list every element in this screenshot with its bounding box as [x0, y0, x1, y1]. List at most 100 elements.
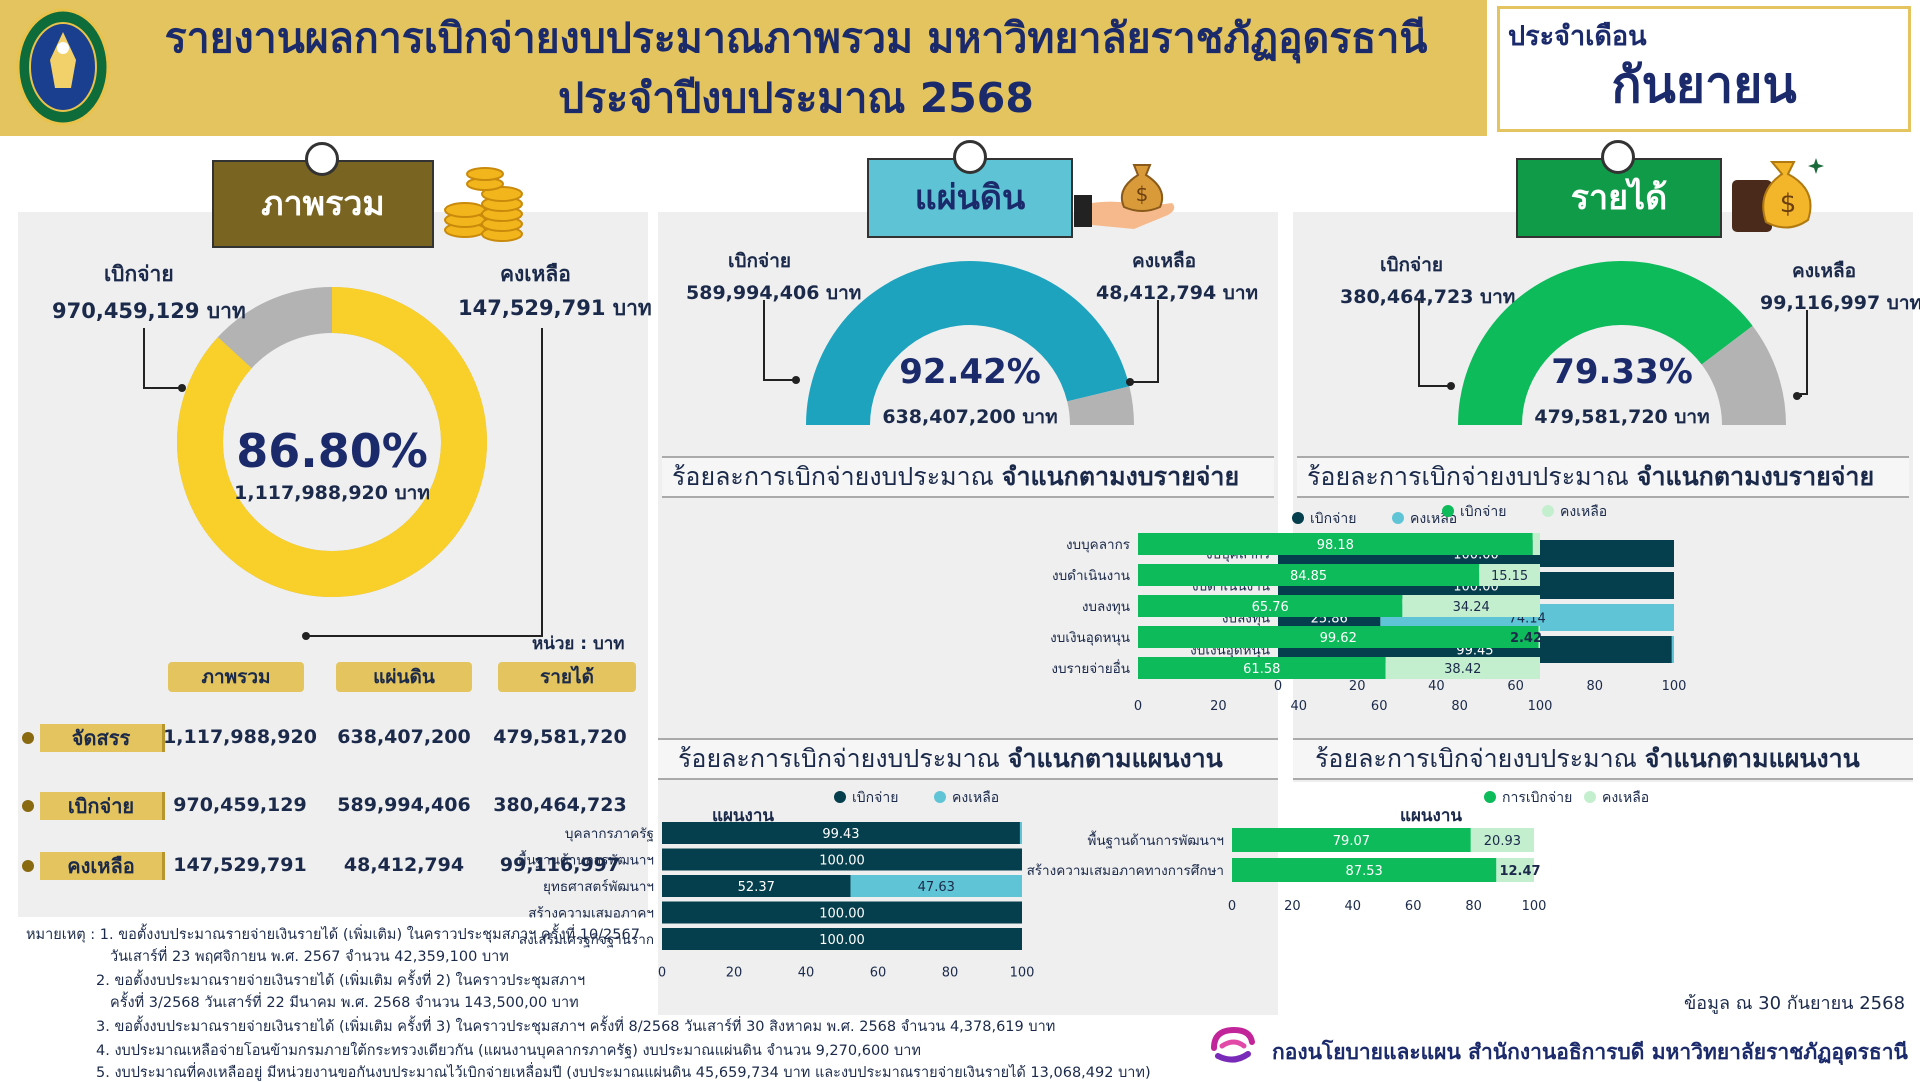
- land-total: 638,407,200 บาท: [882, 406, 1058, 428]
- land-spent-value: 589,994,406 บาท: [686, 282, 862, 304]
- income-gauge-spent-arc: [1458, 261, 1753, 425]
- row-tag-spent: เบิกจ่าย: [40, 792, 165, 820]
- university-logo: [16, 8, 110, 126]
- col-tag-income: รายได้: [498, 662, 636, 692]
- income-plan-tick-label: 20: [1284, 899, 1301, 914]
- report-subtitle: ประจำปีงบประมาณ 2568: [558, 74, 1034, 122]
- row-dot-alloc: [22, 732, 34, 744]
- spent-income: 380,464,723: [493, 794, 627, 816]
- remain-land: 48,412,794: [343, 854, 465, 876]
- income-plan-data-label: 20.93: [1484, 834, 1521, 849]
- income-total: 479,581,720 บาท: [1534, 406, 1710, 428]
- overall-remain-label: คงเหลือ: [500, 262, 571, 286]
- note-line-6: 4. งบประมาณเหลือจ่ายโอนข้ามกรมภายใต้กระท…: [96, 1043, 921, 1059]
- income-title-ring: [1601, 140, 1635, 174]
- income-plan-data-label: 12.47: [1499, 864, 1540, 879]
- income-plan-bar-remain: [1470, 828, 1534, 852]
- money-bag-hand-icon: $: [1074, 164, 1175, 229]
- spent-overall: 970,459,129: [173, 794, 307, 816]
- land-gauge-remain-arc: [1067, 386, 1134, 425]
- income-plan-legend-swatch-1: [1584, 791, 1596, 803]
- income-plan-legend-label-1: คงเหลือ: [1602, 790, 1649, 806]
- col-tag-land: แผ่นดิน: [336, 662, 472, 692]
- land-cat-title-part2: จำแนกตามงบรายจ่าย: [1001, 462, 1240, 491]
- data-date: ข้อมูล ณ 30 กันยายน 2568: [1684, 993, 1906, 1014]
- income-plan-data-label: 87.53: [1346, 864, 1383, 879]
- note-line-4: ครั้งที่ 3/2568 วันเสาร์ที่ 22 มีนาคม พ.…: [110, 995, 579, 1011]
- note-line-5: 3. ขอตั้งงบประมาณรายจ่ายเงินรายได้ (เพิ่…: [96, 1019, 1056, 1035]
- note-line-2: วันเสาร์ที่ 23 พฤศจิกายน พ.ศ. 2567 จำนวน…: [110, 949, 509, 965]
- income-cat-title-part2: จำแนกตามงบรายจ่าย: [1636, 462, 1875, 491]
- income-spent-value: 380,464,723 บาท: [1340, 286, 1516, 308]
- income-remain-label: คงเหลือ: [1792, 260, 1857, 282]
- svg-text:$: $: [1780, 189, 1797, 219]
- overall-remain-value: 147,529,791 บาท: [458, 296, 652, 320]
- row-dot-spent: [22, 800, 34, 812]
- remain-overall: 147,529,791: [173, 854, 307, 876]
- row-dot-remain: [22, 860, 34, 872]
- alloc-land: 638,407,200: [337, 726, 471, 748]
- alloc-income: 479,581,720: [493, 726, 627, 748]
- row-tag-alloc: จัดสรร: [40, 724, 165, 752]
- income-plan-tick-label: 40: [1345, 899, 1362, 914]
- land-callouts: [763, 300, 1159, 386]
- org-logo-icon: [1211, 1026, 1255, 1063]
- svg-text:$: $: [1136, 182, 1149, 206]
- overall-donut: [177, 287, 487, 597]
- income-gauge: [1458, 261, 1786, 425]
- income-remain-value: 99,116,997 บาท: [1760, 292, 1920, 314]
- income-plan-axis-label: แผนงาน: [1400, 806, 1463, 826]
- footer-org: กองนโยบายและแผน สำนักงานอธิการบดี มหาวิท…: [1272, 1040, 1908, 1064]
- overall-spent-value: 970,459,129 บาท: [52, 299, 246, 323]
- income-plan-tick-label: 80: [1465, 899, 1482, 914]
- header-banner: [0, 0, 1487, 136]
- note-line-1: หมายเหตุ : 1. ขอตั้งงบประมาณรายจ่ายเงินร…: [26, 927, 640, 943]
- income-plan-legend-label-0: การเบิกจ่าย: [1502, 790, 1572, 806]
- remain-income: 99,116,997: [499, 854, 621, 876]
- land-plan-axis-label: แผนงาน: [712, 806, 775, 826]
- report-title: รายงานผลการเบิกจ่ายงบประมาณภาพรวม มหาวิท…: [164, 14, 1428, 62]
- land-plan-section-title: ร้อยละการเบิกจ่ายงบประมาณ จำแนกตามแผนงาน: [658, 738, 1278, 780]
- overall-callouts: [143, 328, 543, 640]
- alloc-overall: 1,117,988,920: [163, 726, 317, 748]
- overall-total: 1,117,988,920 บาท: [234, 482, 430, 504]
- land-plan-title-part2: จำแนกตามแผนงาน: [1007, 744, 1223, 773]
- income-cat-section-title: ร้อยละการเบิกจ่ายงบประมาณ จำแนกตามงบรายจ…: [1297, 456, 1909, 498]
- row-tag-remain: คงเหลือ: [40, 852, 165, 880]
- income-gauge-remain-arc: [1701, 325, 1786, 425]
- income-plan-title-part2: จำแนกตามแผนงาน: [1644, 744, 1860, 773]
- overall-donut-spent-arc: [177, 287, 487, 597]
- land-spent-label: เบิกจ่าย: [728, 250, 791, 272]
- land-percent: 92.42%: [899, 352, 1041, 392]
- income-plan-data-label: 79.07: [1333, 834, 1370, 849]
- land-remain-value: 48,412,794 บาท: [1096, 282, 1259, 304]
- land-cat-title-part1: ร้อยละการเบิกจ่ายงบประมาณ: [672, 462, 994, 491]
- income-plan-title-part1: ร้อยละการเบิกจ่ายงบประมาณ: [1315, 744, 1637, 773]
- land-title-ring: [953, 140, 987, 174]
- income-plan-section-title: ร้อยละการเบิกจ่ายงบประมาณ จำแนกตามแผนงาน: [1293, 738, 1913, 780]
- land-gauge-spent-arc: [806, 260, 1130, 425]
- land-gauge: [806, 260, 1134, 425]
- income-plan-tick-label: 60: [1405, 899, 1422, 914]
- month-box: [1497, 6, 1911, 132]
- overall-percent: 86.80%: [236, 424, 428, 478]
- overall-spent-label: เบิกจ่าย: [104, 262, 174, 286]
- coins-icon: [444, 167, 523, 242]
- income-plan-bar-remain: [1496, 858, 1534, 882]
- income-cat-title-part1: ร้อยละการเบิกจ่ายงบประมาณ: [1307, 462, 1629, 491]
- month-value: กันยายน: [1611, 56, 1797, 114]
- income-plan-tick-label: 100: [1522, 899, 1547, 914]
- land-remain-label: คงเหลือ: [1132, 250, 1197, 272]
- income-callouts: [1418, 300, 1808, 400]
- income-plan-legend-swatch-0: [1484, 791, 1496, 803]
- income-spent-label: เบิกจ่าย: [1380, 254, 1443, 276]
- unit-label: หน่วย : บาท: [532, 634, 625, 654]
- col-tag-overall: ภาพรวม: [168, 662, 304, 692]
- land-plan-panel: [658, 780, 1278, 1015]
- spent-land: 589,994,406: [337, 794, 471, 816]
- land-cat-section-title: ร้อยละการเบิกจ่ายงบประมาณ จำแนกตามงบรายจ…: [662, 456, 1274, 498]
- note-line-7: 5. งบประมาณที่คงเหลืออยู่ มีหน่วยงานขอกั…: [96, 1065, 1151, 1081]
- month-label: ประจำเดือน: [1508, 21, 1647, 52]
- note-line-3: 2. ขอตั้งงบประมาณรายจ่ายเงินรายได้ (เพิ่…: [96, 973, 586, 989]
- land-plan-title-part1: ร้อยละการเบิกจ่ายงบประมาณ: [678, 744, 1000, 773]
